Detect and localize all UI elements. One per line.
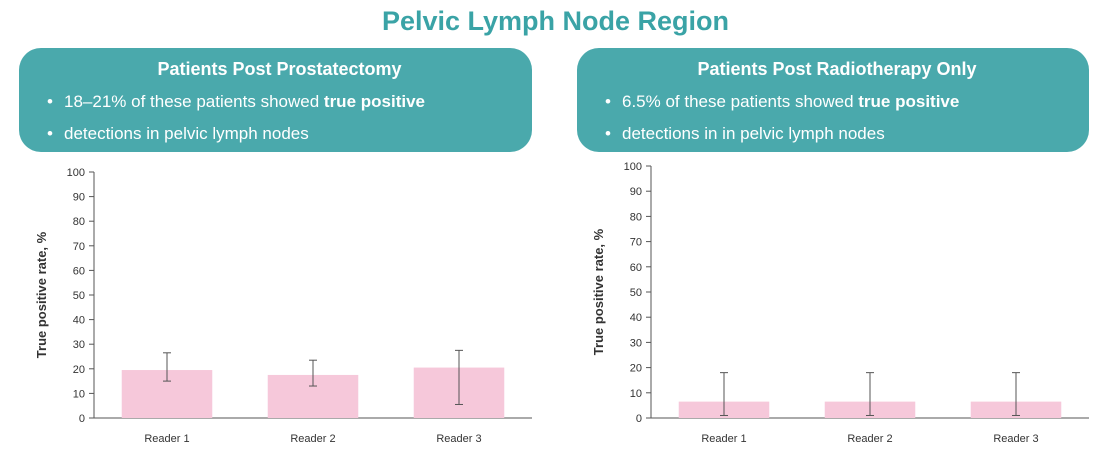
bar-chart-svg: 0 10 20 30 40 50 60 70 80 90 100 True positive rate…	[34, 167, 532, 445]
y-axis-label: True positive rate, %	[34, 231, 49, 358]
x-tick-label: Reader 3	[993, 433, 1038, 445]
bullet-text: detections in pelvic lymph nodes	[64, 124, 309, 143]
y-tick-label: 80	[630, 211, 642, 223]
y-axis-label: True positive rate, %	[591, 228, 606, 355]
y-tick-label: 100	[67, 167, 85, 179]
y-tick-label: 80	[73, 216, 85, 228]
y-tick-label: 10	[73, 388, 85, 400]
callout-heading: Patients Post Radiotherapy Only	[697, 59, 977, 79]
y-tick-label: 30	[73, 339, 85, 351]
y-tick-label: 60	[73, 265, 85, 277]
bullet-text: detections in in pelvic lymph nodes	[622, 124, 885, 143]
callout-bullet-continuation: detections in pelvic lymph nodes	[47, 118, 512, 150]
bullet-text: 6.5% of these patients showed	[622, 92, 859, 111]
y-tick-label: 10	[630, 388, 642, 400]
callout-box-prostatectomy: Patients Post Prostatectomy 18–21% of th…	[19, 48, 532, 152]
y-tick-label: 60	[630, 262, 642, 274]
y-tick-label: 20	[73, 364, 85, 376]
y-tick-label: 50	[630, 287, 642, 299]
chart-prostatectomy: 0 10 20 30 40 50 60 70 80 90 100 True positive rate…	[20, 158, 540, 469]
bullet-bold-text: true positive	[858, 92, 960, 111]
x-tick-label: Reader 2	[847, 433, 892, 445]
x-tick-label: Reader 1	[701, 433, 746, 445]
y-tick-label: 100	[624, 161, 642, 173]
y-tick-label: 70	[73, 241, 85, 253]
y-tick-label: 0	[79, 413, 85, 425]
callout-bullet-continuation: detections in in pelvic lymph nodes	[605, 118, 1069, 150]
bullet-text: 18–21% of these patients showed	[64, 92, 324, 111]
x-tick-label: Reader 1	[144, 433, 189, 445]
y-tick-label: 50	[73, 290, 85, 302]
x-tick-label: Reader 3	[436, 433, 481, 445]
y-tick-label: 90	[630, 186, 642, 198]
y-tick-label: 0	[636, 413, 642, 425]
y-tick-label: 90	[73, 192, 85, 204]
y-tick-label: 30	[630, 337, 642, 349]
bullet-bold-text: true positive	[323, 92, 425, 111]
y-tick-label: 70	[630, 237, 642, 249]
page-title: Pelvic Lymph Node Region	[381, 6, 730, 36]
chart-radiotherapy: 0 10 20 30 40 50 60 70 80 90 100 True positive rate…	[577, 158, 1097, 469]
callout-box-radiotherapy: Patients Post Radiotherapy Only 6.5% of …	[577, 48, 1089, 152]
callout-heading: Patients Post Prostatectomy	[157, 59, 402, 79]
y-tick-label: 40	[73, 315, 85, 327]
callout-bullet: 6.5% of these patients showed true posit…	[605, 86, 1069, 118]
x-tick-label: Reader 2	[290, 433, 335, 445]
bar-chart-svg: 0 10 20 30 40 50 60 70 80 90 100 True positive rate…	[591, 161, 1089, 445]
y-tick-label: 40	[630, 312, 642, 324]
y-tick-label: 20	[630, 363, 642, 375]
callout-bullet: 18–21% of these patients showed true pos…	[47, 86, 512, 118]
